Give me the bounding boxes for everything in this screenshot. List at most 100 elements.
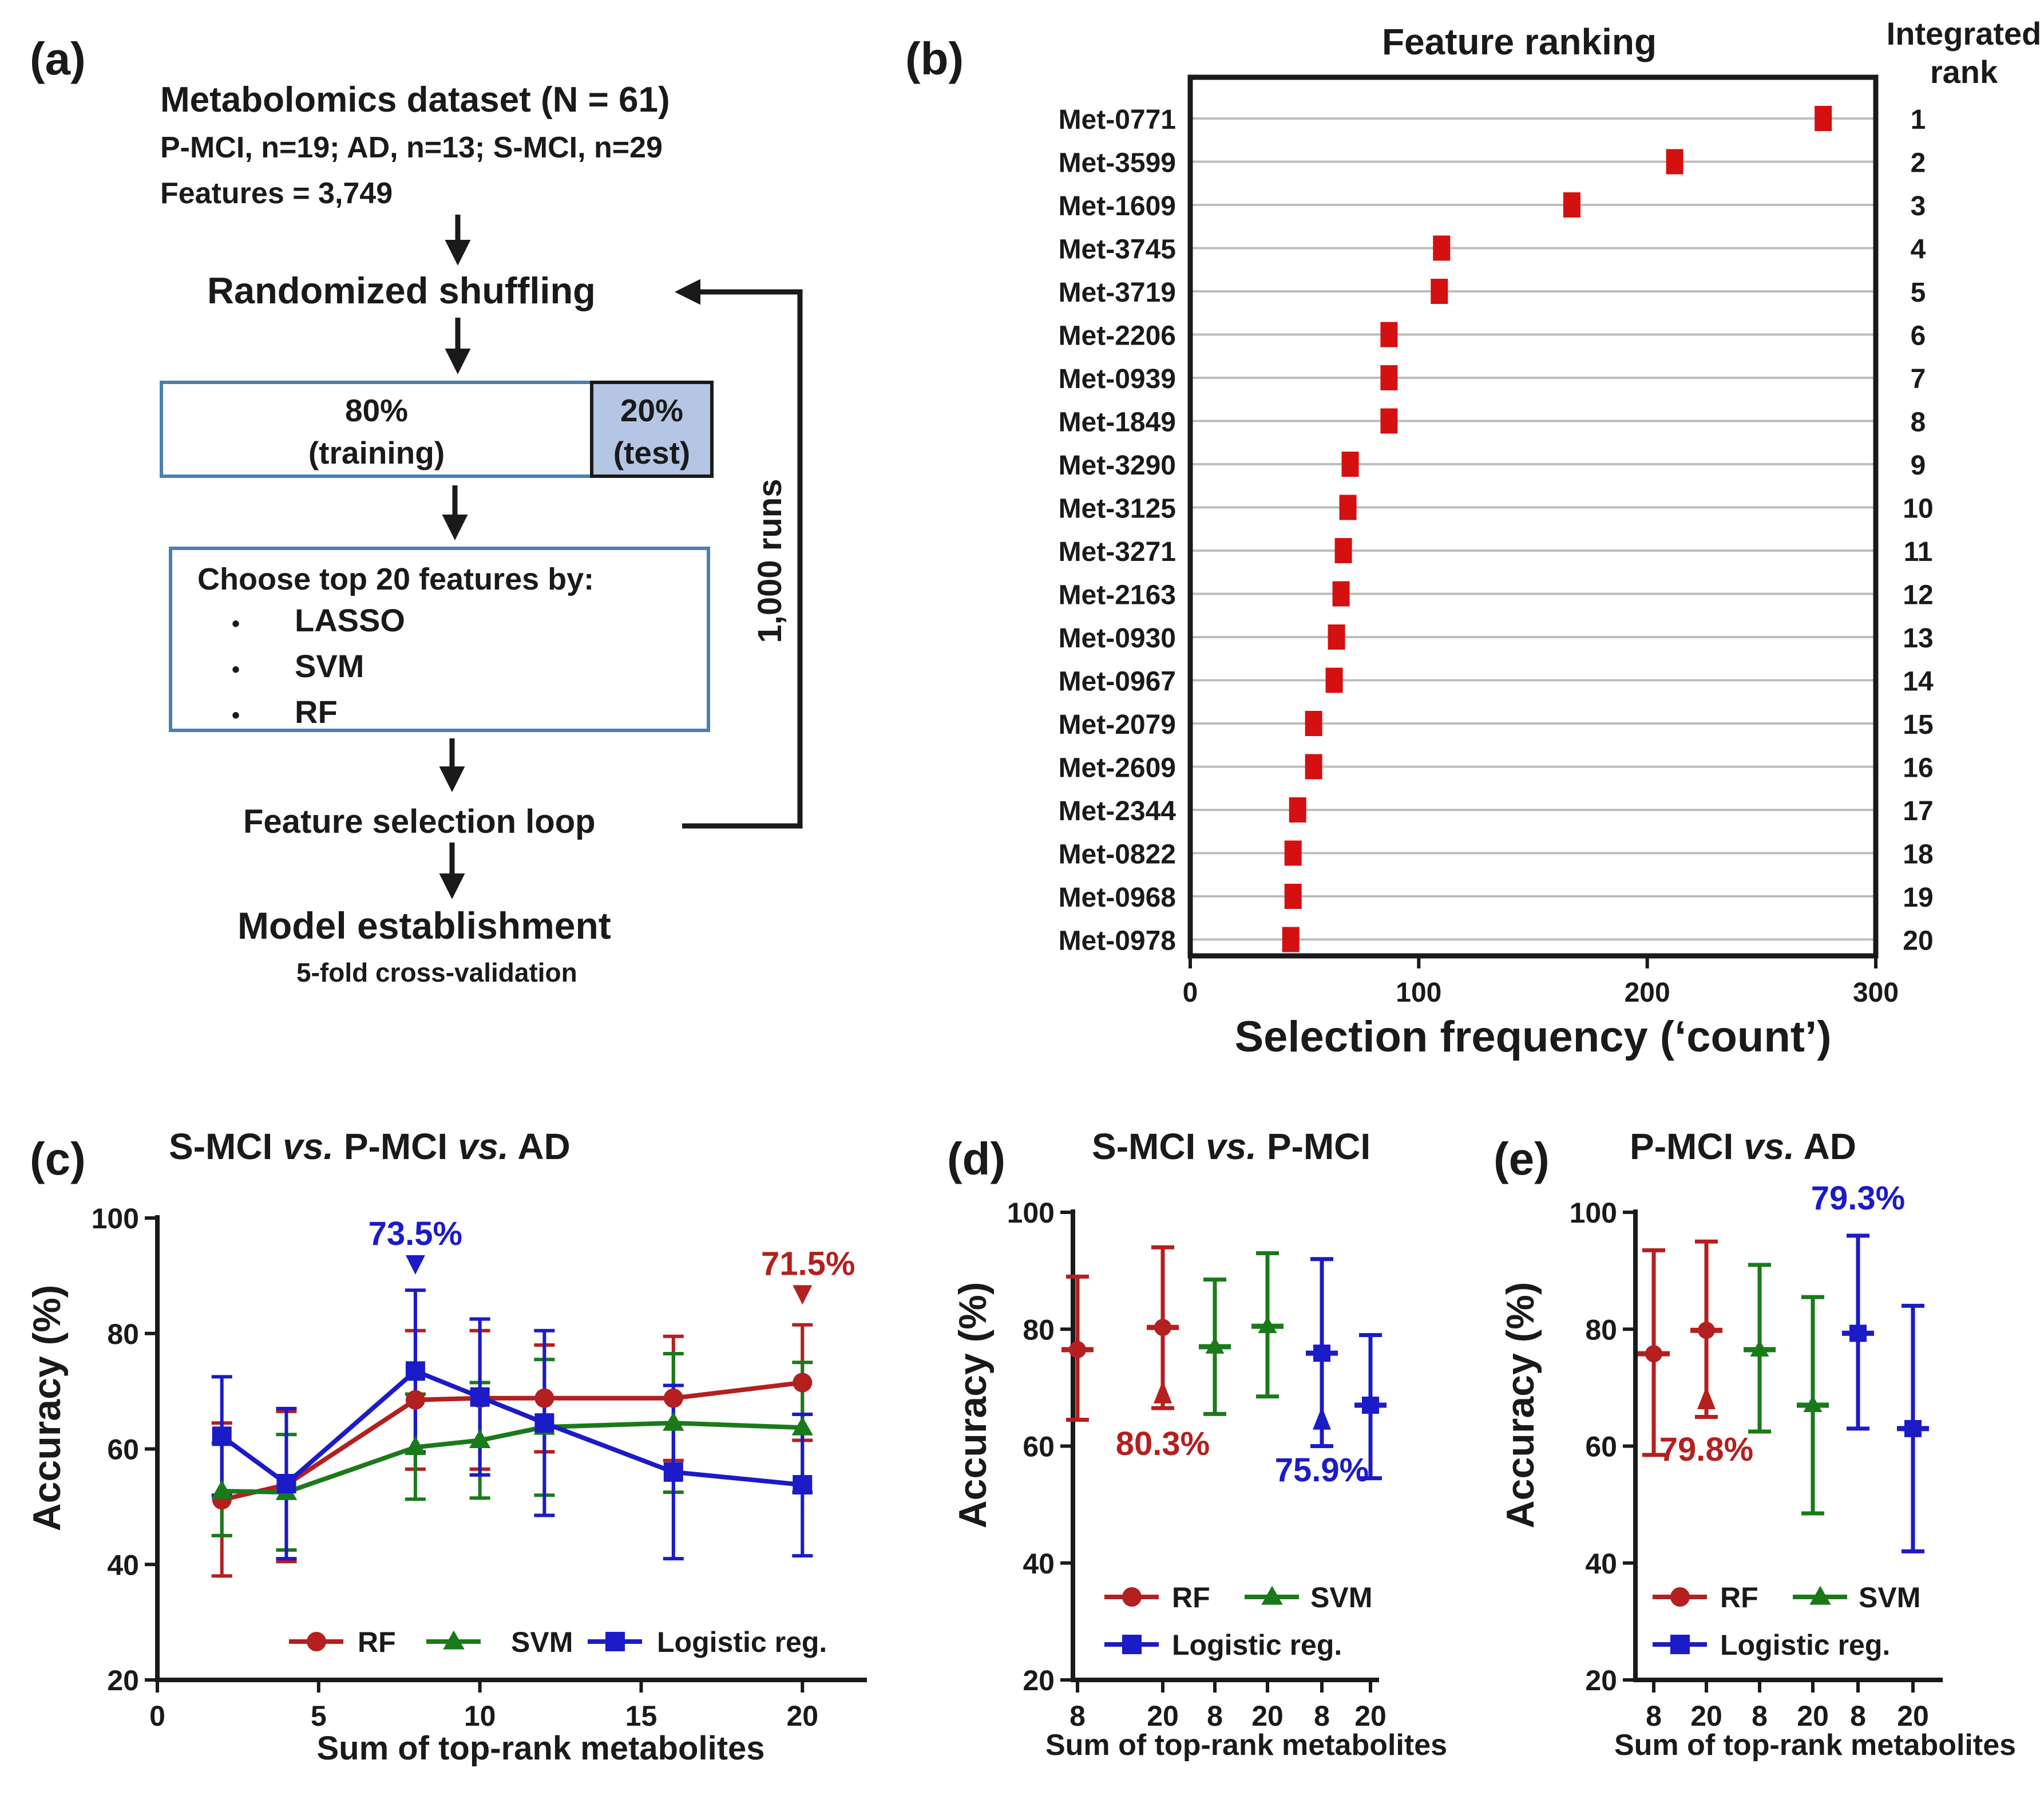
- feature-label: Met-3599: [1059, 148, 1176, 179]
- svm-point: [211, 1480, 233, 1499]
- feature-label: Met-1849: [1059, 408, 1176, 438]
- feature-labels: Met-0771 Met-3599 Met-1609 Met-3745 Met-3719…: [1059, 105, 1177, 956]
- frequency-marker: [1339, 495, 1357, 520]
- rank-label: 5: [1911, 278, 1926, 308]
- rank-label: 11: [1904, 537, 1933, 567]
- rank-label: 18: [1903, 840, 1933, 870]
- x-tick-label: 8: [1207, 1700, 1223, 1732]
- svm-point: [1205, 1336, 1225, 1354]
- x-tick-label: 10: [464, 1700, 496, 1732]
- title-d-vs: vs.: [1206, 1126, 1257, 1167]
- logistic-reg-point: [663, 1462, 683, 1482]
- logistic-reg-point: [1362, 1397, 1379, 1414]
- train-pct: 80%: [345, 393, 408, 428]
- legend-marker: [443, 1630, 465, 1650]
- panel-c-plot: 20 40 60 80 100 0 5 10 15 20 73.5% 71.5% RF SVM Logist…: [92, 1203, 867, 1732]
- rf-point: [1154, 1319, 1171, 1336]
- annotation-arrow: [1697, 1386, 1716, 1410]
- logistic-reg-point: [1313, 1345, 1330, 1362]
- frequency-marker: [1666, 149, 1683, 175]
- train-label: (training): [308, 435, 445, 470]
- frequency-marker: [1380, 365, 1398, 390]
- feature-label: Met-0978: [1059, 926, 1176, 956]
- svm-point: [469, 1429, 491, 1448]
- frequency-marker: [1431, 279, 1448, 304]
- title-e-vs: vs.: [1744, 1126, 1795, 1167]
- legend-label: SVM: [511, 1626, 573, 1658]
- panel-e-label: (e): [1494, 1133, 1550, 1184]
- svm-point: [663, 1411, 684, 1431]
- panel-e-errorbar-chart: (e) P-MCI vs. AD 20 40 60 80 100 8 20 8 20 8 20 79.…: [1494, 1126, 2016, 1762]
- x-tick-label: 8: [1069, 1700, 1086, 1732]
- panel-b-plot-frame: [1187, 74, 1879, 959]
- panel-c-y-label: Accuracy (%): [25, 1285, 69, 1532]
- annotation-arrow: [793, 1285, 813, 1305]
- y-tick-label: 80: [1585, 1314, 1617, 1346]
- x-tick-label: 20: [1897, 1700, 1929, 1732]
- svm-point: [791, 1416, 813, 1436]
- feature-label: Met-3125: [1059, 494, 1176, 524]
- rank-label: 9: [1911, 450, 1926, 481]
- y-tick-label: 100: [92, 1203, 139, 1235]
- rank-label: 15: [1903, 710, 1933, 740]
- panel-c-accuracy-line-chart: (c) S-MCI vs. P-MCI vs. AD 20 40 60 80 100 0 5…: [25, 1126, 867, 1767]
- cv-note: 5-fold cross-validation: [296, 958, 577, 987]
- x-tick-label: 20: [1690, 1700, 1722, 1732]
- legend-marker: [1122, 1587, 1142, 1607]
- x-tick-label: 8: [1314, 1700, 1330, 1732]
- panel-b-x-label: Selection frequency (‘count’): [1234, 1013, 1831, 1061]
- x-tick-label: 300: [1853, 978, 1899, 1008]
- rf-point: [1069, 1341, 1086, 1358]
- y-tick-label: 60: [1023, 1431, 1055, 1463]
- y-tick-label: 40: [1585, 1548, 1617, 1580]
- y-tick-label: 100: [1007, 1197, 1055, 1229]
- logistic-reg-point: [212, 1426, 232, 1446]
- feature-label: Met-3290: [1059, 450, 1176, 481]
- panel-d-y-label: Accuracy (%): [951, 1282, 995, 1529]
- features-line: Features = 3,749: [160, 177, 393, 210]
- legend-marker: [1261, 1585, 1283, 1605]
- x-tick-label: 20: [1797, 1700, 1829, 1732]
- rank-label: 14: [1903, 667, 1934, 697]
- x-tick-label: 8: [1752, 1700, 1768, 1732]
- feature-label: Met-0967: [1059, 667, 1176, 697]
- loop-back-arrow: [675, 279, 803, 829]
- logistic-reg-point: [793, 1475, 813, 1495]
- annotation-label: 80.3%: [1116, 1425, 1210, 1462]
- feature-label: Met-1609: [1059, 191, 1176, 222]
- bullet-lasso: •: [232, 611, 240, 636]
- logistic-reg-point: [534, 1413, 554, 1433]
- legend: RF SVM Logistic reg.: [289, 1626, 827, 1658]
- frequency-marker: [1328, 624, 1345, 650]
- frequency-marker: [1289, 797, 1306, 823]
- x-tick-label: 100: [1396, 978, 1441, 1008]
- panel-c-label: (c): [30, 1133, 86, 1184]
- frequency-marker: [1380, 322, 1398, 347]
- y-tick-label: 80: [107, 1318, 139, 1350]
- svm-series-line: [221, 1421, 803, 1495]
- rank-label: 2: [1911, 148, 1926, 179]
- frequency-marker: [1341, 452, 1359, 477]
- frequency-marker: [1380, 408, 1398, 434]
- title-c-part-2: P-MCI: [334, 1126, 458, 1167]
- svm-point: [1803, 1395, 1823, 1413]
- legend-marker: [1670, 1635, 1690, 1654]
- frequency-markers: [1282, 106, 1832, 952]
- x-tick-label: 200: [1625, 978, 1670, 1008]
- panel-e-y-label: Accuracy (%): [1499, 1282, 1542, 1529]
- panel-b-x-axis: 0 100 200 300: [1183, 956, 1899, 1008]
- legend-marker: [1670, 1587, 1690, 1607]
- rank-label: 1: [1911, 105, 1926, 135]
- test-pct: 20%: [620, 393, 683, 428]
- method-lasso: LASSO: [295, 602, 405, 638]
- panel-a-label: (a): [30, 33, 86, 84]
- title-d-part-1: S-MCI: [1092, 1126, 1206, 1167]
- method-rf: RF: [295, 694, 338, 730]
- logistic-reg-point: [470, 1387, 490, 1407]
- feature-label: Met-0930: [1059, 623, 1176, 654]
- annotation-label: 71.5%: [761, 1245, 855, 1282]
- frequency-marker: [1815, 106, 1832, 131]
- rf-point: [663, 1388, 683, 1408]
- annotation-arrow: [405, 1255, 425, 1275]
- title-c-vs-1: vs.: [283, 1126, 334, 1167]
